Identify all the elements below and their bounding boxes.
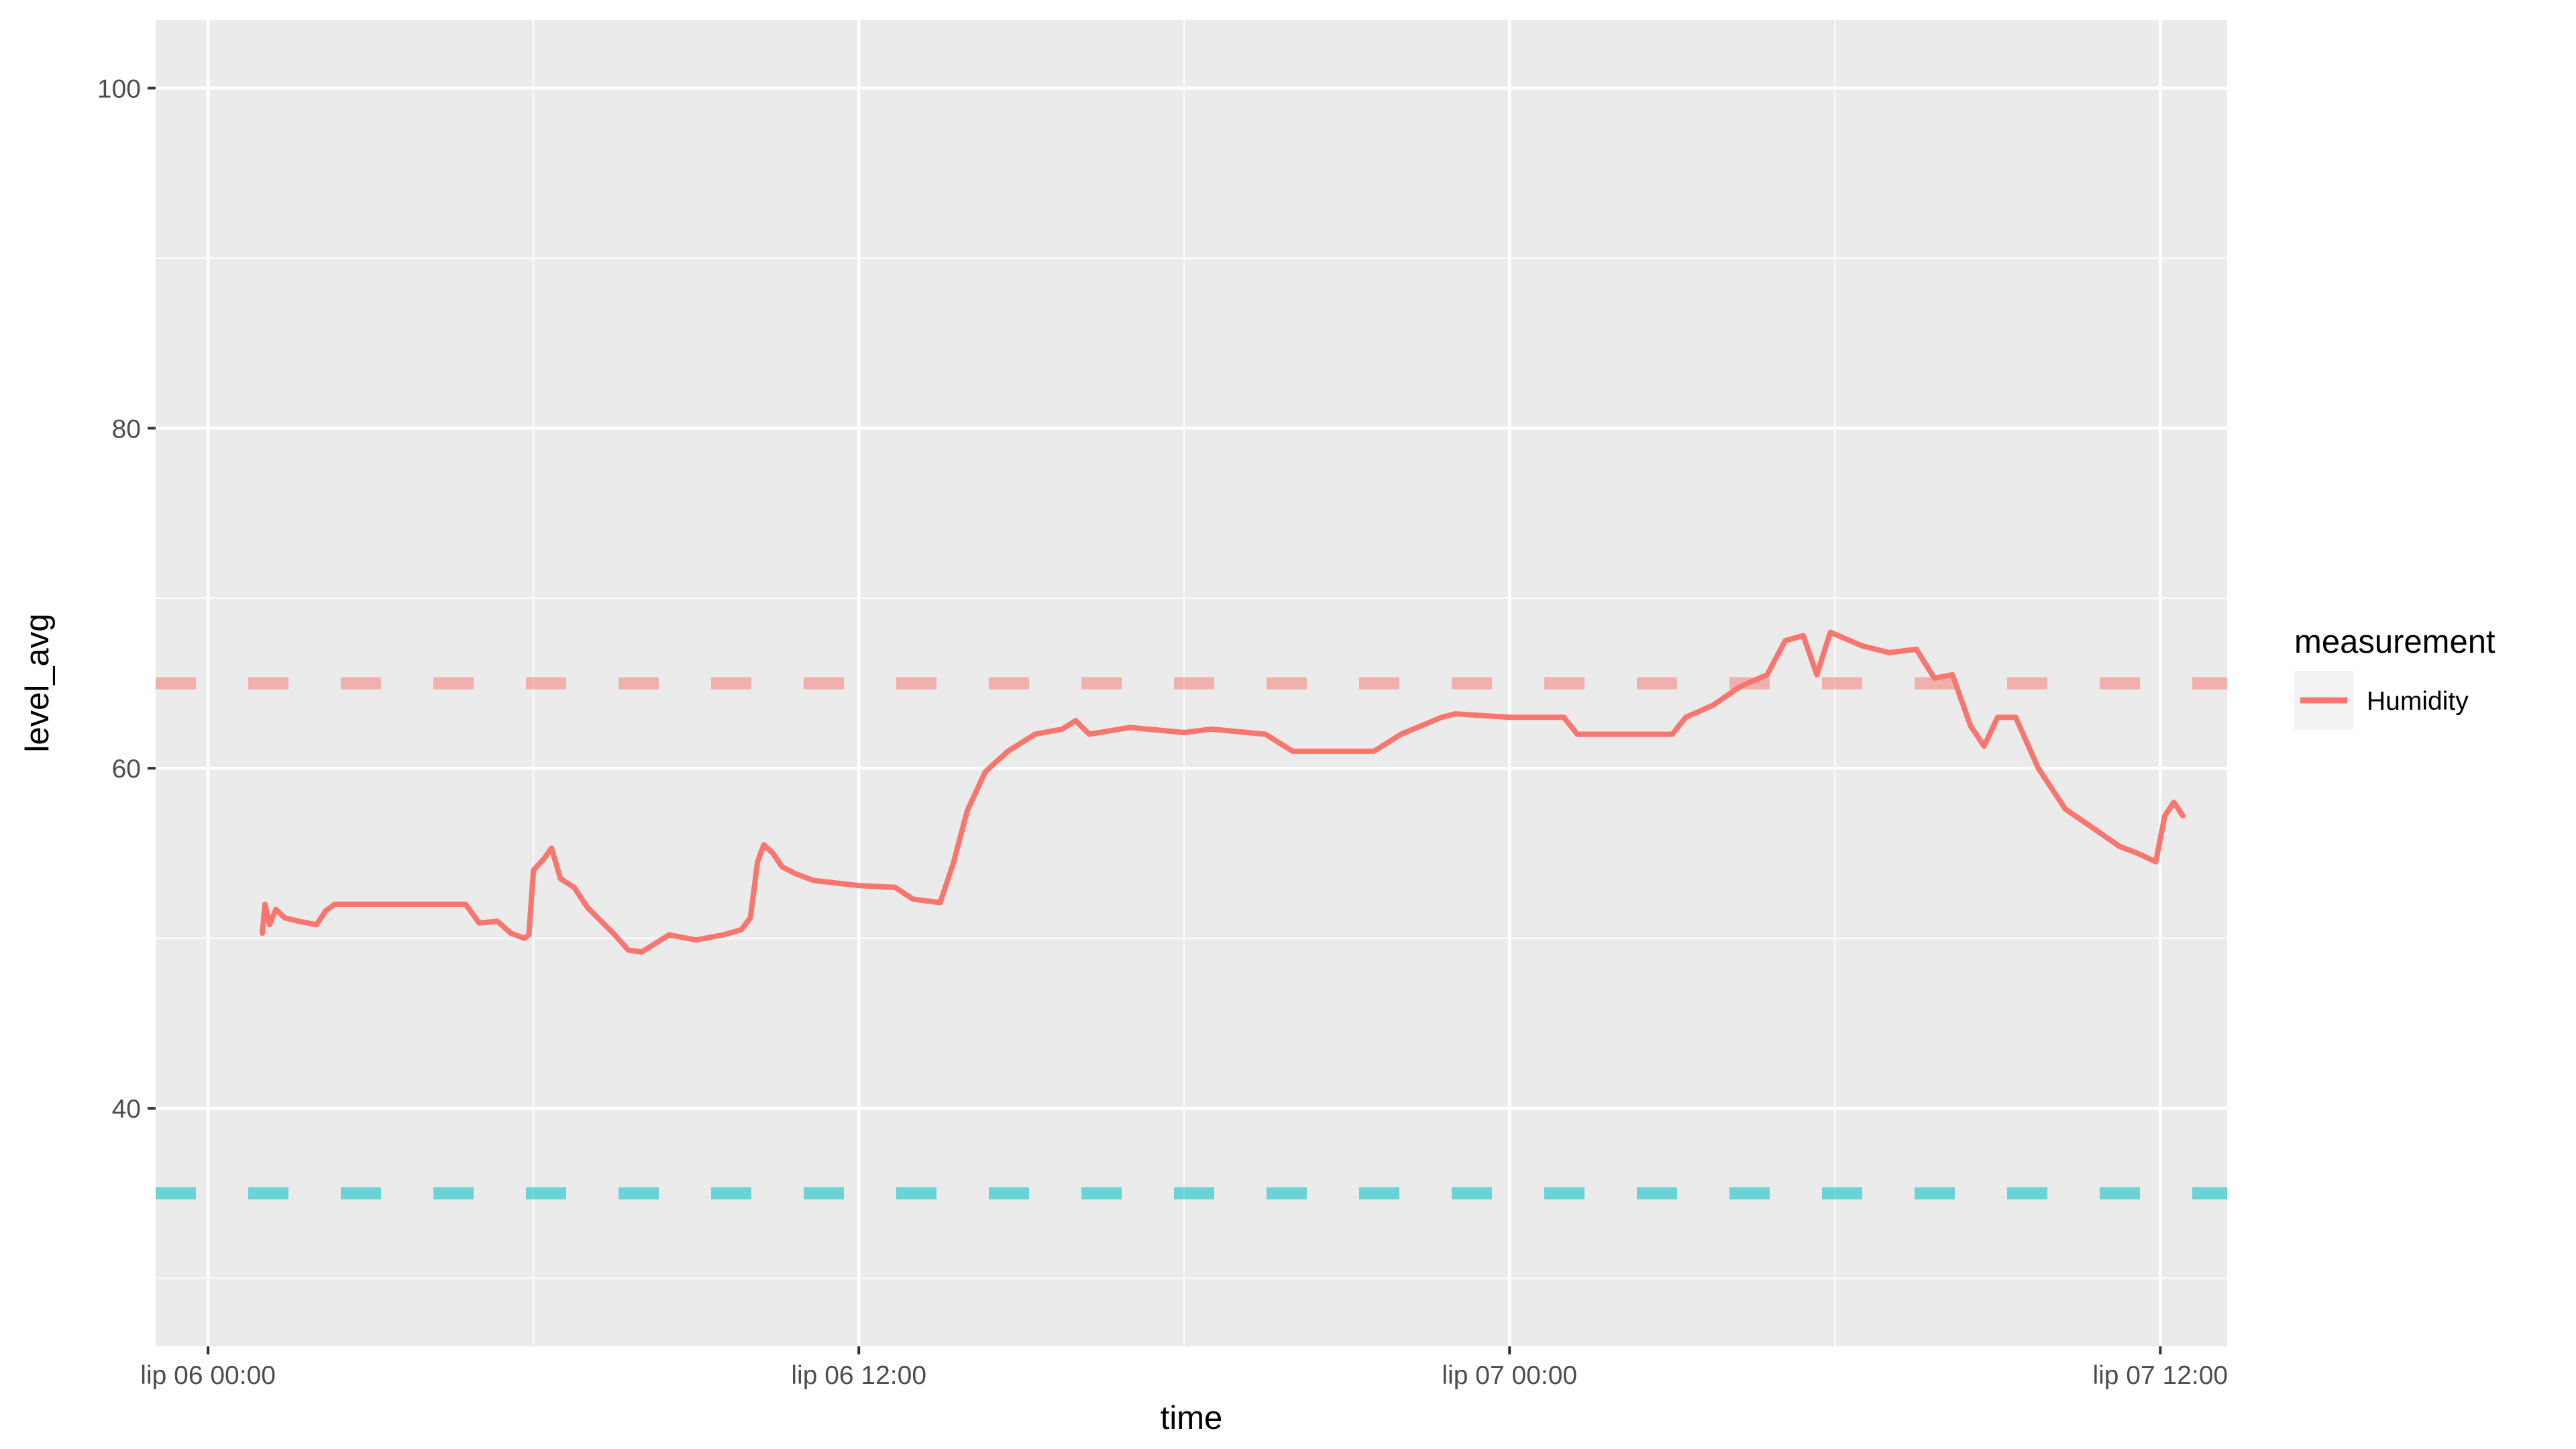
x-tick-labels: lip 06 00:00 lip 06 12:00 lip 07 00:00 lip … bbox=[140, 1361, 2228, 1390]
x-tick-label: lip 06 12:00 bbox=[791, 1361, 926, 1390]
x-axis-title: time bbox=[1161, 1400, 1223, 1436]
series-line-humidity bbox=[260, 629, 2186, 955]
series-layer bbox=[260, 629, 2186, 955]
legend: measurement Humidity bbox=[2294, 624, 2496, 730]
axis-ticks bbox=[148, 87, 2162, 1354]
legend-label-humidity: Humidity bbox=[2367, 687, 2469, 716]
y-tick-label: 40 bbox=[112, 1095, 141, 1124]
x-tick-label: lip 07 00:00 bbox=[1442, 1361, 1577, 1390]
legend-title: measurement bbox=[2294, 624, 2496, 660]
x-tick-label: lip 07 12:00 bbox=[2092, 1361, 2228, 1390]
reference-lines bbox=[156, 677, 2227, 1199]
y-axis-title: level_avg bbox=[19, 613, 56, 752]
y-tick-labels: 40 60 80 100 bbox=[97, 74, 141, 1124]
x-tick-label: lip 06 00:00 bbox=[140, 1361, 276, 1390]
grid-major-lines bbox=[156, 20, 2227, 1346]
y-tick-label: 100 bbox=[97, 74, 141, 103]
y-tick-label: 60 bbox=[112, 755, 141, 784]
y-tick-label: 80 bbox=[112, 415, 141, 443]
